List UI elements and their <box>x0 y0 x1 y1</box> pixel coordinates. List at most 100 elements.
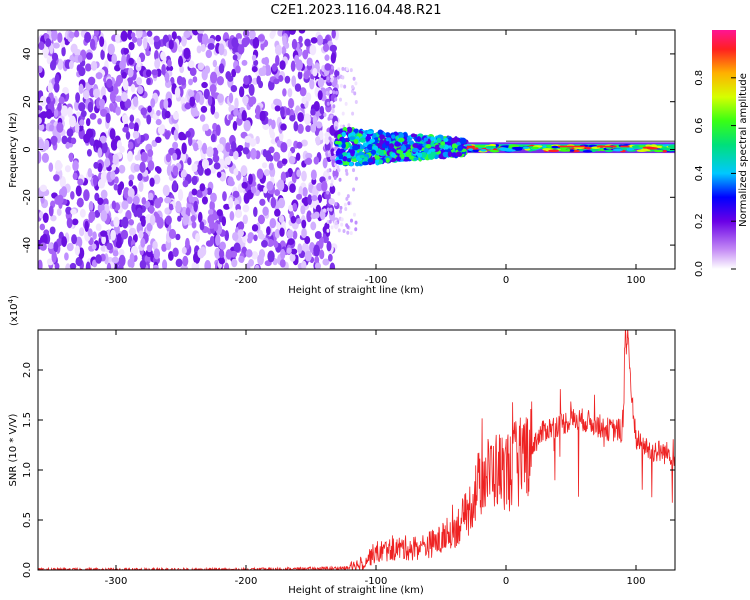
spectrogram-cell <box>163 98 169 110</box>
spectrogram-cell <box>314 230 322 240</box>
spectrogram-cell <box>191 163 198 173</box>
spectrogram-cell <box>303 71 310 80</box>
spectrogram-cell <box>301 139 308 147</box>
spectrogram-cell <box>210 85 216 98</box>
spectrogram-cell <box>354 161 360 167</box>
spectrogram-cell <box>254 264 260 269</box>
spectrogram-cell <box>329 155 333 160</box>
spectrogram-cell <box>295 152 301 161</box>
spectrogram-cell <box>78 102 86 112</box>
spectrogram-cell <box>271 30 276 37</box>
spectrogram-cell <box>279 227 285 237</box>
spectrogram-cell <box>80 110 87 118</box>
spectrogram-cell <box>247 236 253 244</box>
spectrogram-cell <box>310 169 317 181</box>
spectrogram-cell <box>278 74 284 82</box>
spectrogram-cell <box>49 226 56 235</box>
spectrogram-cell <box>354 227 358 232</box>
spectrogram-cell <box>84 31 92 44</box>
spectrogram-cell <box>179 65 185 74</box>
spectrogram-cell <box>70 208 77 215</box>
spectrogram-cell <box>182 255 189 267</box>
spectrogram-cell <box>191 221 197 229</box>
spectrogram-cell <box>292 230 298 240</box>
spectrogram-cell <box>191 188 198 196</box>
spectrogram-cell <box>341 75 345 80</box>
spectrogram-cell <box>317 77 325 88</box>
spectrogram-cell <box>182 214 190 226</box>
spectrogram-cell <box>338 153 344 160</box>
spectrogram-cell <box>259 198 266 206</box>
spectrogram-cell <box>136 207 143 218</box>
spectrogram-cell <box>326 228 330 233</box>
colorbar-tick-label: 0.2 <box>694 213 705 229</box>
spectrogram-cell <box>178 55 184 68</box>
spectrogram-cell <box>319 249 325 260</box>
spectrogram-cell <box>330 74 334 79</box>
spectrogram-cell <box>218 249 225 259</box>
spectrogram-cell <box>168 228 177 239</box>
spectrogram-cell <box>232 231 239 241</box>
spectrogram-cell <box>329 185 336 194</box>
spectrogram-cell <box>40 111 48 119</box>
spectrogram-cell <box>71 234 78 245</box>
spectrogram-ytick-label: 0 <box>22 146 33 152</box>
spectrogram-cell <box>201 81 208 89</box>
spectrogram-cell <box>161 243 167 252</box>
spectrogram-cell <box>331 30 336 39</box>
spectrogram-cell <box>45 38 52 48</box>
spectrogram-cell <box>100 230 108 237</box>
spectrogram-cell <box>245 249 253 258</box>
spectrogram-cell <box>60 105 69 117</box>
spectrogram-cell <box>70 43 78 54</box>
spectrogram-cell <box>323 112 327 117</box>
spectrogram-cell <box>205 49 213 59</box>
spectrogram-cell <box>85 118 91 127</box>
spectrogram-cell <box>289 253 296 262</box>
spectrogram-cell <box>245 262 251 269</box>
spectrogram-cell <box>337 67 341 72</box>
spectrogram-cell <box>385 137 391 142</box>
spectrogram-cell <box>172 111 180 121</box>
spectrogram-cell <box>215 234 221 246</box>
spectrogram-cell <box>274 228 280 239</box>
spectrogram-xtick-label: 100 <box>626 275 645 286</box>
spectrogram-cell <box>72 172 78 180</box>
spectrogram-cell <box>569 149 575 152</box>
spectrogram-cell <box>344 168 348 173</box>
spectrogram-cell <box>101 235 107 245</box>
spectrogram-cell <box>323 208 327 213</box>
spectrogram-cell <box>650 144 657 147</box>
spectrogram-cell <box>145 50 151 57</box>
spectrogram-cell <box>52 42 60 49</box>
spectrogram-cell <box>219 241 226 251</box>
spectrogram-cell <box>326 101 330 106</box>
spectrogram-cell <box>83 89 90 100</box>
spectrogram-cell <box>62 87 69 95</box>
spectrogram-cell <box>123 47 129 55</box>
spectrogram-cell <box>430 136 435 142</box>
spectrogram-cell <box>342 152 348 157</box>
spectrogram-cell <box>314 262 322 269</box>
spectrogram-cell <box>42 212 49 223</box>
spectrogram-xtick-label: -100 <box>365 275 388 286</box>
spectrogram-cell <box>128 41 135 51</box>
spectrogram-cell <box>266 226 271 236</box>
spectrogram-cell <box>334 126 338 131</box>
spectrogram-cell <box>109 103 114 112</box>
spectrogram-cell <box>140 151 148 163</box>
spectrogram-cell <box>140 107 148 116</box>
spectrogram-cell <box>542 145 547 148</box>
spectrogram-cell <box>329 44 337 52</box>
spectrogram-cell <box>361 161 369 166</box>
spectrogram-cell <box>299 87 307 97</box>
spectrogram-cell <box>242 214 248 225</box>
spectrogram-cell <box>111 256 119 264</box>
spectrogram-cell <box>346 126 353 133</box>
spectrogram-cell <box>139 259 147 269</box>
spectrogram-cell <box>281 158 288 165</box>
spectrogram-cell <box>232 54 238 61</box>
spectrogram-cell <box>44 139 50 151</box>
spectrogram-cell <box>263 186 268 194</box>
